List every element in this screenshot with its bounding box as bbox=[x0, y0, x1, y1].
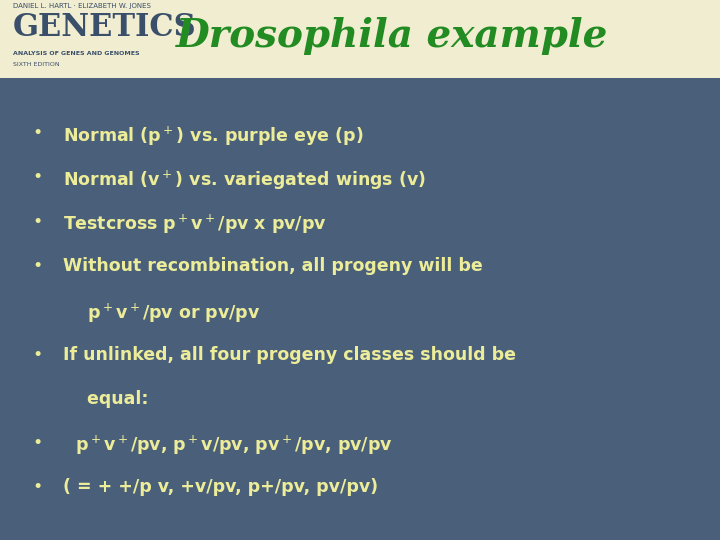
Text: ANALYSIS OF GENES AND GENOMES: ANALYSIS OF GENES AND GENOMES bbox=[13, 51, 140, 56]
Text: p$^+$v$^+$/pv or pv/pv: p$^+$v$^+$/pv or pv/pv bbox=[63, 301, 261, 325]
Text: •: • bbox=[32, 124, 42, 142]
Text: GENETICS: GENETICS bbox=[13, 12, 197, 43]
Text: •: • bbox=[32, 168, 42, 186]
Text: •: • bbox=[32, 346, 42, 363]
Text: If unlinked, all four progeny classes should be: If unlinked, all four progeny classes sh… bbox=[63, 346, 516, 363]
Text: Normal (v$^+$) vs. variegated wings (v): Normal (v$^+$) vs. variegated wings (v) bbox=[63, 168, 426, 192]
Text: •: • bbox=[32, 213, 42, 231]
Bar bbox=[0, 78, 720, 540]
Text: •: • bbox=[32, 257, 42, 275]
Text: DANIEL L. HARTL · ELIZABETH W. JONES: DANIEL L. HARTL · ELIZABETH W. JONES bbox=[13, 3, 150, 9]
Text: Drosophila example: Drosophila example bbox=[176, 17, 609, 55]
Text: Without recombination, all progeny will be: Without recombination, all progeny will … bbox=[63, 257, 483, 275]
Text: ( = + +/p v, +v/pv, p+/pv, pv/pv): ( = + +/p v, +v/pv, p+/pv, pv/pv) bbox=[63, 478, 379, 496]
Text: Testcross p$^+$v$^+$/pv x pv/pv: Testcross p$^+$v$^+$/pv x pv/pv bbox=[63, 213, 327, 236]
Text: equal:: equal: bbox=[63, 390, 149, 408]
Text: •: • bbox=[32, 478, 42, 496]
Bar bbox=[0, 0, 720, 78]
Text: •: • bbox=[32, 434, 42, 452]
Text: p$^+$v$^+$/pv, p$^+$v/pv, pv$^+$/pv, pv/pv: p$^+$v$^+$/pv, p$^+$v/pv, pv$^+$/pv, pv/… bbox=[63, 434, 393, 457]
Text: Normal (p$^+$) vs. purple eye (p): Normal (p$^+$) vs. purple eye (p) bbox=[63, 124, 364, 147]
Text: SIXTH EDITION: SIXTH EDITION bbox=[13, 62, 60, 66]
